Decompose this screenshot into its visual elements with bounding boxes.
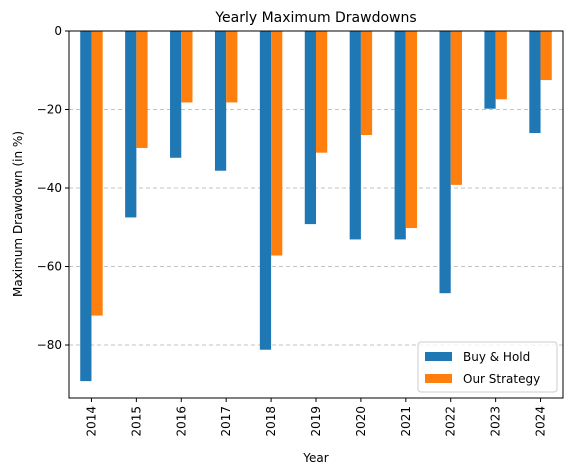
y-tick-label: −40: [37, 181, 62, 195]
x-tick-label: 2021: [399, 406, 413, 437]
bar-our-strategy: [316, 31, 328, 153]
y-tick-label: −20: [37, 103, 62, 117]
legend-label-our-strategy: Our Strategy: [463, 372, 540, 386]
legend-swatch-buy-hold: [425, 352, 452, 361]
bar-buy-hold: [259, 31, 272, 350]
bar-buy-hold: [80, 31, 92, 382]
bar-our-strategy: [405, 31, 418, 229]
y-tick-label: −80: [37, 338, 62, 352]
bar-buy-hold: [394, 31, 406, 240]
bar-our-strategy: [495, 31, 507, 100]
bar-our-strategy: [136, 31, 148, 148]
x-tick-label: 2023: [489, 406, 503, 437]
y-axis-label: Maximum Drawdown (in %): [11, 131, 25, 297]
bar-our-strategy: [271, 31, 283, 256]
x-tick-label: 2017: [219, 406, 233, 437]
x-tick-label: 2022: [444, 406, 458, 437]
legend-box: [417, 341, 558, 393]
legend-label-buy-hold: Buy & Hold: [463, 350, 530, 364]
bars: [80, 31, 552, 382]
x-axis-label: Year: [302, 451, 328, 465]
x-tick-label: 2014: [84, 406, 98, 437]
bar-our-strategy: [450, 31, 462, 185]
y-axis: 0 −20 −40 −60 −80: [37, 24, 69, 352]
x-axis: 2014 2015 2016 2017 2018 2019 2020 2021 2022 2023…: [84, 398, 548, 437]
bar-our-strategy: [540, 31, 552, 81]
bar-buy-hold: [214, 31, 227, 171]
y-tick-label: −60: [37, 260, 62, 274]
legend: Buy & Hold Our Strategy: [417, 341, 558, 393]
bar-our-strategy: [226, 31, 238, 103]
bar-our-strategy: [91, 31, 103, 316]
bar-our-strategy: [360, 31, 373, 136]
x-tick-label: 2020: [354, 406, 368, 437]
x-tick-label: 2019: [309, 406, 323, 437]
x-tick-label: 2015: [129, 406, 143, 437]
bar-buy-hold: [529, 31, 541, 134]
bar-buy-hold: [170, 31, 182, 158]
bar-buy-hold: [484, 31, 496, 109]
x-tick-label: 2016: [174, 406, 188, 437]
x-tick-label: 2024: [534, 406, 548, 437]
bar-our-strategy: [181, 31, 193, 103]
legend-swatch-our-strategy: [425, 374, 452, 383]
bar-buy-hold: [304, 31, 316, 225]
bar-buy-hold: [349, 31, 361, 240]
bar-buy-hold: [125, 31, 137, 218]
chart-title: Yearly Maximum Drawdowns: [214, 10, 416, 26]
y-tick-label: 0: [54, 24, 62, 38]
bar-buy-hold: [439, 31, 451, 294]
x-tick-label: 2018: [264, 406, 278, 437]
